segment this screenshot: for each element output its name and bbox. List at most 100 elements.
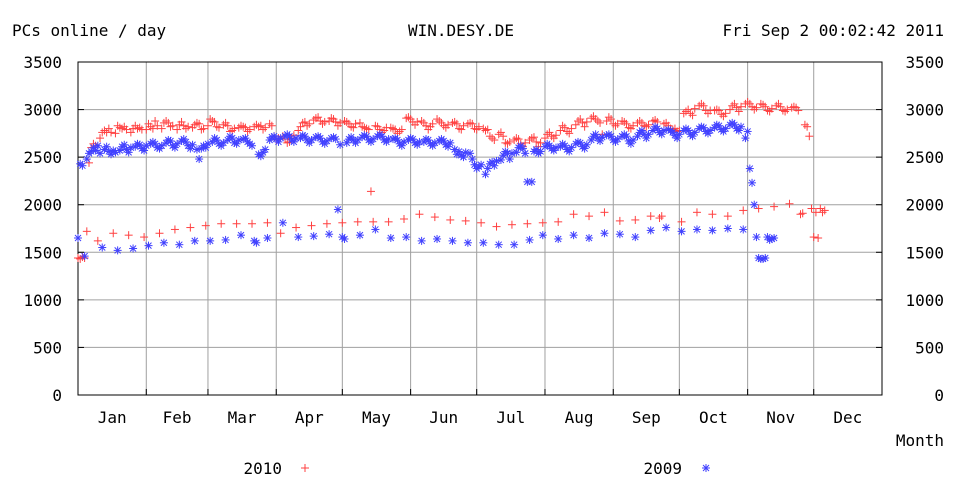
point-2010: [488, 134, 497, 143]
point-2010: [173, 125, 182, 134]
point-2010: [384, 217, 393, 226]
point-2010: [655, 214, 664, 223]
series-2010: [74, 97, 829, 263]
point-2009: [538, 231, 547, 240]
point-2010: [571, 120, 580, 129]
point-2009: [195, 155, 204, 164]
point-2010: [481, 126, 490, 135]
point-2010: [212, 122, 221, 131]
point-2010: [814, 234, 823, 243]
point-2009: [662, 223, 671, 232]
point-2010: [349, 123, 358, 132]
point-2010: [195, 119, 204, 128]
point-2009: [466, 149, 475, 158]
point-2010: [754, 204, 763, 213]
point-2009: [159, 238, 168, 247]
point-2010: [523, 219, 532, 228]
point-2010: [267, 121, 276, 130]
point-2009: [353, 136, 362, 145]
point-2010: [681, 107, 690, 116]
point-2009: [219, 138, 228, 147]
point-2010: [721, 109, 730, 118]
point-2010: [245, 125, 254, 134]
point-2010: [305, 119, 314, 128]
point-2010: [726, 105, 735, 114]
point-2009: [113, 246, 122, 255]
point-2010: [148, 124, 157, 133]
point-2009: [525, 235, 534, 244]
y-tick-label-left: 1500: [23, 243, 62, 262]
point-2010: [708, 210, 717, 219]
point-2010: [578, 118, 587, 127]
point-2010: [93, 236, 102, 245]
x-tick-label: Oct: [699, 408, 728, 427]
point-2009: [78, 161, 87, 170]
point-2009: [386, 234, 395, 243]
point-2010: [256, 121, 265, 130]
point-2009: [569, 231, 578, 240]
point-2010: [470, 124, 479, 133]
x-tick-label: May: [362, 408, 391, 427]
point-2010: [712, 105, 721, 114]
point-2010: [452, 119, 461, 128]
point-2009: [708, 226, 717, 235]
point-2009: [80, 252, 89, 261]
point-2010: [657, 212, 666, 221]
point-2009: [745, 164, 754, 173]
point-2010: [155, 229, 164, 238]
point-2010: [230, 124, 239, 133]
point-2009: [448, 236, 457, 245]
x-tick-label: Mar: [228, 408, 257, 427]
legend-label-2009: 2009: [643, 459, 682, 478]
point-2010: [737, 102, 746, 111]
point-2010: [263, 218, 272, 227]
point-2009: [750, 200, 759, 209]
point-2009: [74, 234, 82, 243]
point-2010: [428, 119, 437, 128]
point-2010: [336, 118, 345, 127]
point-2010: [739, 206, 748, 215]
point-2010: [783, 105, 792, 114]
point-2010: [96, 134, 105, 143]
point-2010: [265, 119, 274, 128]
point-2009: [261, 145, 270, 154]
point-2010: [809, 233, 818, 242]
point-2009: [585, 234, 594, 243]
point-2009: [433, 234, 442, 243]
point-2010: [569, 210, 578, 219]
point-2010: [197, 125, 206, 134]
point-2010: [785, 199, 794, 208]
point-2009: [743, 127, 752, 136]
point-2010: [547, 132, 556, 141]
point-2010: [186, 223, 195, 232]
point-2010: [794, 106, 803, 115]
point-2009: [157, 141, 166, 150]
x-axis-label: Month: [896, 431, 944, 450]
y-tick-label-right: 2500: [905, 148, 944, 167]
point-2009: [340, 234, 349, 243]
point-2009: [129, 244, 138, 253]
point-2009: [221, 235, 230, 244]
point-2010: [369, 217, 378, 226]
point-2009: [646, 226, 655, 235]
point-2010: [223, 121, 232, 130]
point-2009: [402, 233, 411, 242]
point-2009: [600, 229, 609, 238]
point-2009: [331, 135, 340, 144]
x-axis: Jan Feb Mar Apr May Jun Jul Aug Sep Oct Nov Dec: [98, 389, 862, 427]
point-2009: [173, 139, 182, 148]
point-2010: [199, 124, 208, 133]
point-2009: [336, 140, 345, 149]
point-2010: [551, 131, 560, 140]
point-2010: [574, 116, 583, 125]
y-tick-label-left: 3000: [23, 101, 62, 120]
point-2010: [111, 129, 120, 138]
point-2010: [646, 212, 655, 221]
point-2010: [803, 122, 812, 131]
point-2010: [582, 117, 591, 126]
point-2009: [723, 224, 732, 233]
point-2010: [818, 208, 827, 217]
point-2010: [100, 126, 109, 135]
point-2010: [430, 213, 439, 222]
y-tick-label-right: 500: [915, 338, 944, 357]
